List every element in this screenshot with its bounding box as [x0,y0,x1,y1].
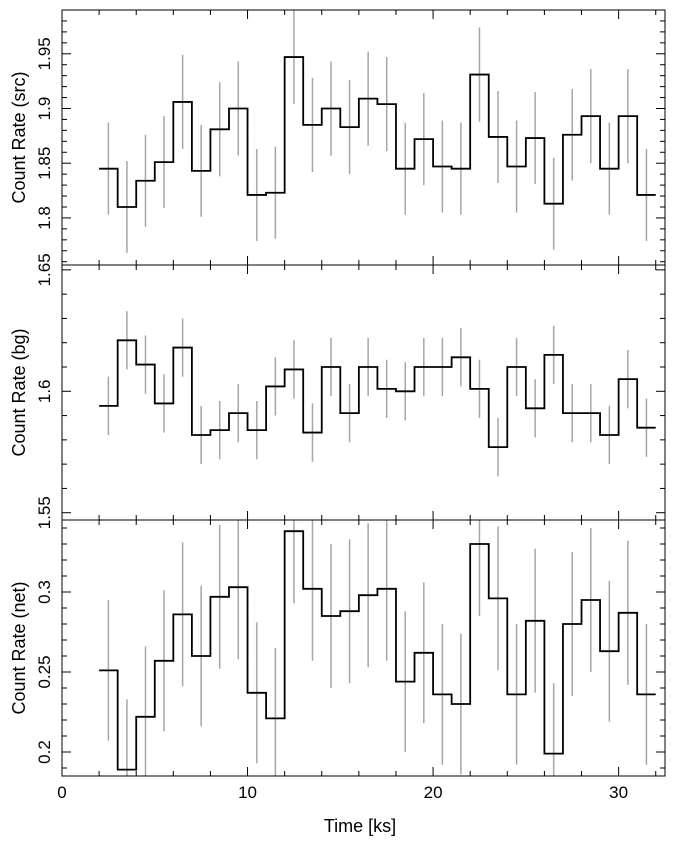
y-tick-label: 1.6 [35,379,54,403]
y-tick-label: 1.85 [35,147,54,180]
panel-frame [61,9,666,266]
panels-layer: 1.8 1.85 1.9 1.95 Count Rate (src) 1.55 1.6 1.6… [9,9,666,802]
x-tick-label: 20 [424,783,443,802]
x-tick-label: 0 [57,783,66,802]
y-tick-label: 1.95 [35,37,54,70]
x-tick-label: 10 [238,783,257,802]
y-axis-title: Count Rate (bg) [9,328,29,456]
y-axis-title: Count Rate (src) [9,71,29,203]
x-tick-label: 30 [609,783,628,802]
y-tick-label: 1.65 [35,253,54,286]
y-tick-label: 0.3 [35,580,54,604]
panel-1: 1.8 1.85 1.9 1.95 Count Rate (src) [9,9,666,266]
y-tick-label: 0.25 [35,655,54,688]
error-bars [107,10,648,253]
count-rate-step-line [99,339,656,449]
panel-frame [61,519,666,777]
y-tick-label: 1.55 [35,496,54,529]
panel-frame [61,264,666,521]
count-rate-step-line [99,530,656,771]
y-tick-label: 0.2 [35,740,54,764]
panel-2: 1.55 1.6 1.65 Count Rate (bg) [9,253,666,529]
panel-3: 0.2 0.25 0.3 Count Rate (net) [9,519,666,777]
y-tick-label: 1.9 [35,97,54,121]
x-axis-title: Time [ks] [324,816,396,836]
y-axis-title: Count Rate (net) [9,581,29,714]
count-rate-step-line [99,56,656,208]
error-bars [107,311,648,477]
y-tick-label: 1.8 [35,206,54,230]
error-bars [107,520,648,776]
